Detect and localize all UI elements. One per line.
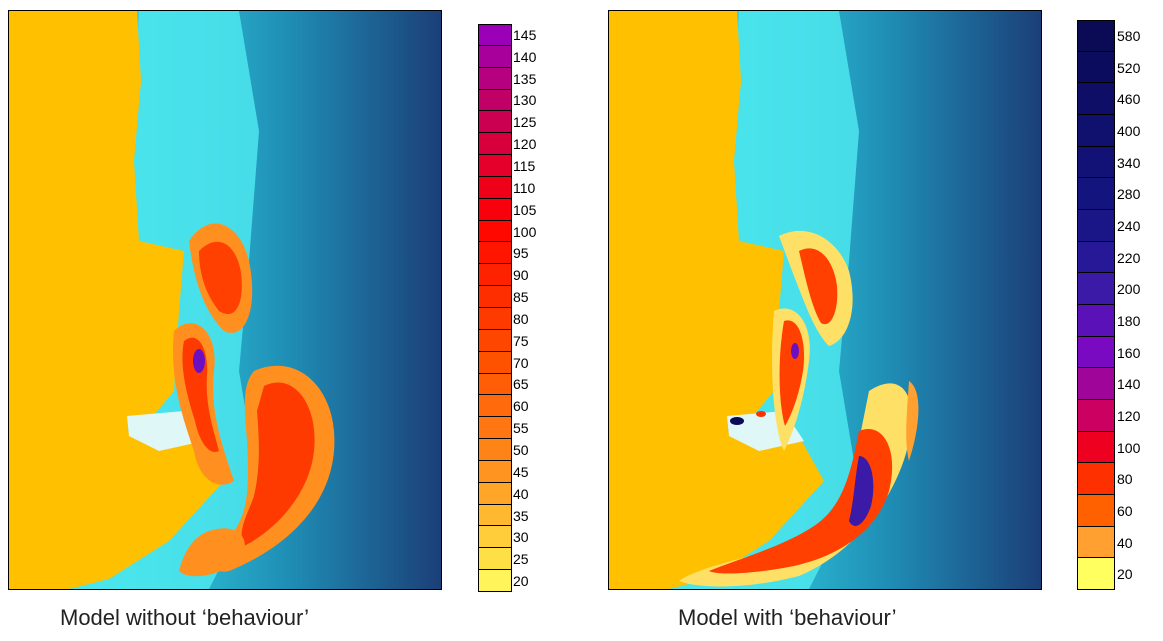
colorbar-tick-label: 135 xyxy=(513,70,537,87)
colorbar-tick-label: 45 xyxy=(513,463,529,480)
colorbar-swatch xyxy=(478,351,512,374)
colorbar-tick-label: 240 xyxy=(1117,217,1141,234)
colorbar-swatch xyxy=(478,395,512,418)
colorbar-swatch xyxy=(478,504,512,527)
map-panel-left xyxy=(8,10,442,590)
colorbar-tick-label: 75 xyxy=(513,332,529,349)
colorbar-swatch xyxy=(478,198,512,221)
colorbar-left xyxy=(478,24,512,592)
colorbar-swatch xyxy=(1077,210,1115,242)
colorbar-tick-label: 90 xyxy=(513,267,529,284)
caption-left: Model without ‘behaviour’ xyxy=(60,605,310,630)
colorbar-swatch xyxy=(478,133,512,156)
colorbar-swatch xyxy=(478,548,512,571)
colorbar-swatch xyxy=(478,570,512,592)
colorbar-tick-label: 160 xyxy=(1117,344,1141,361)
colorbar-tick-label: 120 xyxy=(513,136,537,153)
colorbar-tick-label: 105 xyxy=(513,201,537,218)
colorbar-tick-label: 130 xyxy=(513,92,537,109)
colorbar-swatch xyxy=(478,439,512,461)
colorbar-tick-label: 580 xyxy=(1117,27,1141,44)
colorbar-swatch xyxy=(1077,115,1115,147)
colorbar-swatch xyxy=(478,329,512,352)
colorbar-swatch xyxy=(478,155,512,177)
colorbar-tick-label: 140 xyxy=(513,48,537,65)
colorbar-swatch xyxy=(1077,558,1115,590)
colorbar-swatch xyxy=(478,482,512,505)
colorbar-swatch xyxy=(1077,368,1115,400)
colorbar-tick-label: 110 xyxy=(513,179,536,196)
colorbar-swatch xyxy=(1077,400,1115,432)
colorbar-swatch xyxy=(478,176,512,199)
colorbar-swatch xyxy=(1077,305,1115,337)
colorbar-tick-label: 520 xyxy=(1117,59,1141,76)
colorbar-swatch xyxy=(478,526,512,549)
colorbar-tick-label: 280 xyxy=(1117,186,1141,203)
colorbar-tick-label: 460 xyxy=(1117,91,1141,108)
colorbar-swatch xyxy=(1077,83,1115,115)
colorbar-tick-label: 125 xyxy=(513,114,537,131)
colorbar-swatch xyxy=(1077,273,1115,305)
colorbar-tick-label: 145 xyxy=(513,26,537,43)
colorbar-tick-label: 40 xyxy=(513,485,529,502)
colorbar-tick-label: 35 xyxy=(513,507,529,524)
colorbar-swatch xyxy=(1077,241,1115,274)
colorbar-tick-label: 220 xyxy=(1117,249,1141,266)
colorbar-tick-label: 85 xyxy=(513,289,529,306)
map-panel-right xyxy=(608,10,1042,590)
colorbar-swatch xyxy=(478,264,512,287)
colorbar-right xyxy=(1077,20,1115,590)
colorbar-tick-label: 60 xyxy=(1117,502,1133,519)
colorbar-tick-label: 100 xyxy=(1117,439,1141,456)
colorbar-tick-label: 60 xyxy=(513,398,529,415)
colorbar-swatch xyxy=(1077,495,1115,527)
colorbar-tick-label: 20 xyxy=(513,573,529,590)
colorbar-swatch xyxy=(1077,51,1115,84)
colorbar-tick-label: 400 xyxy=(1117,122,1141,139)
caption-right: Model with ‘behaviour’ xyxy=(678,605,897,630)
colorbar-tick-label: 140 xyxy=(1117,376,1141,393)
colorbar-swatch xyxy=(1077,526,1115,559)
colorbar-tick-label: 55 xyxy=(513,420,529,437)
colorbar-tick-label: 80 xyxy=(513,310,529,327)
colorbar-tick-label: 65 xyxy=(513,376,529,393)
colorbar-swatch xyxy=(1077,146,1115,179)
colorbar-tick-label: 115 xyxy=(513,158,536,174)
colorbar-swatch xyxy=(1077,336,1115,369)
density-map-left xyxy=(9,11,441,589)
colorbar-tick-label: 100 xyxy=(513,223,537,240)
colorbar-swatch xyxy=(478,242,512,265)
colorbar-tick-label: 95 xyxy=(513,245,529,262)
colorbar-swatch xyxy=(478,460,512,483)
colorbar-swatch xyxy=(478,24,512,46)
colorbar-swatch xyxy=(478,45,512,68)
colorbar-swatch xyxy=(478,308,512,330)
colorbar-swatch xyxy=(1077,178,1115,210)
colorbar-swatch xyxy=(1077,20,1115,52)
colorbar-swatch xyxy=(478,111,512,134)
colorbar-swatch xyxy=(478,220,512,243)
colorbar-tick-label: 25 xyxy=(513,551,529,568)
colorbar-tick-label: 20 xyxy=(1117,566,1133,583)
colorbar-swatch xyxy=(1077,431,1115,464)
colorbar-tick-label: 200 xyxy=(1117,281,1141,298)
colorbar-tick-label: 120 xyxy=(1117,407,1141,424)
colorbar-tick-label: 50 xyxy=(513,442,529,458)
colorbar-swatch xyxy=(478,417,512,440)
colorbar-tick-label: 180 xyxy=(1117,312,1141,329)
density-map-right xyxy=(609,11,1041,589)
colorbar-swatch xyxy=(478,89,512,112)
colorbar-tick-label: 40 xyxy=(1117,534,1133,551)
colorbar-swatch xyxy=(1077,463,1115,495)
density-field xyxy=(173,223,335,577)
density-field xyxy=(679,230,919,587)
colorbar-tick-label: 70 xyxy=(513,354,529,371)
colorbar-swatch xyxy=(478,67,512,90)
colorbar-tick-label: 340 xyxy=(1117,154,1141,171)
colorbar-tick-label: 30 xyxy=(513,529,529,546)
colorbar-tick-label: 80 xyxy=(1117,471,1133,488)
colorbar-swatch xyxy=(478,286,512,308)
colorbar-swatch xyxy=(478,373,512,396)
